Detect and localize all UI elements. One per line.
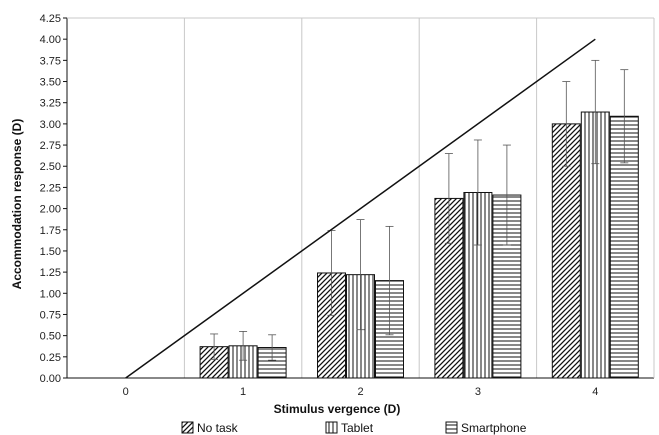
- y-tick-label: 0.50: [40, 331, 61, 343]
- y-tick-label: 4.25: [40, 13, 61, 25]
- y-tick-label: 1.75: [40, 225, 61, 237]
- legend-swatch-no-task: [181, 421, 194, 434]
- y-tick-label: 0.75: [40, 309, 61, 321]
- error-bars: [210, 59, 629, 361]
- x-tick-labels: 0 1 2 3 4: [123, 386, 599, 398]
- x-axis-label: Stimulus vergence (D): [274, 402, 401, 416]
- y-tick-label: 4.00: [40, 34, 61, 46]
- y-tick-label: 3.50: [40, 77, 61, 89]
- y-tick-label: 3.00: [40, 119, 61, 131]
- legend-label: Smartphone: [461, 421, 527, 435]
- y-tick-label: 0.25: [40, 352, 61, 364]
- legend-swatch-tablet: [325, 421, 338, 434]
- y-tick-label: 1.00: [40, 288, 61, 300]
- y-tick-label: 1.50: [40, 246, 61, 258]
- x-tick-label: 1: [240, 386, 246, 398]
- x-tick-label: 4: [592, 386, 598, 398]
- y-tick-label: 2.00: [40, 204, 61, 216]
- y-tick-labels: 0.00 0.25 0.50 0.75 1.00 1.25 1.50 1.75 2.00 2.25…: [40, 13, 67, 385]
- legend-label: Tablet: [341, 421, 374, 435]
- legend: No task Tablet Smartphone: [181, 421, 527, 435]
- y-tick-label: 2.50: [40, 161, 61, 173]
- y-tick-label: 0.00: [40, 373, 61, 385]
- y-tick-label: 2.75: [40, 140, 61, 152]
- y-tick-label: 3.75: [40, 55, 61, 67]
- x-tick-label: 3: [475, 386, 481, 398]
- y-tick-label: 1.25: [40, 267, 61, 279]
- y-tick-label: 2.25: [40, 182, 61, 194]
- legend-swatch-smartphone: [445, 421, 458, 434]
- legend-label: No task: [197, 421, 239, 435]
- reference-line-group: [125, 38, 596, 379]
- reference-line: [125, 38, 596, 379]
- x-tick-label: 0: [123, 386, 129, 398]
- grid: [183, 18, 538, 378]
- x-tick-label: 2: [357, 386, 363, 398]
- y-axis-label: Accommodation response (D): [10, 119, 24, 290]
- axes: [66, 17, 655, 379]
- y-tick-label: 3.25: [40, 98, 61, 110]
